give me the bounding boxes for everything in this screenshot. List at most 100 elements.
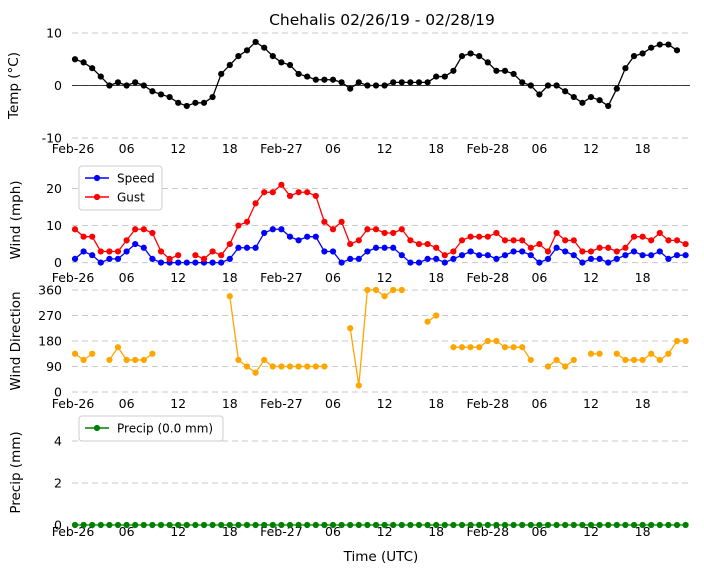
legend-swatch-marker	[93, 424, 101, 432]
data-point	[458, 237, 466, 244]
data-point	[157, 91, 165, 98]
data-point	[579, 248, 586, 255]
data-point	[312, 192, 319, 200]
data-point	[527, 82, 534, 89]
data-point	[587, 248, 595, 255]
data-point	[149, 88, 156, 95]
data-point	[519, 248, 526, 255]
x-tick-label: 06	[325, 270, 341, 285]
data-point	[304, 233, 311, 240]
data-point	[630, 356, 638, 364]
series-line	[349, 289, 402, 386]
data-point	[450, 248, 457, 255]
data-point	[648, 252, 655, 259]
data-point	[80, 248, 87, 255]
data-point	[493, 521, 500, 529]
data-point	[140, 226, 147, 233]
x-tick-label: 18	[222, 396, 238, 411]
data-point	[570, 237, 577, 244]
data-point	[123, 521, 130, 529]
x-tick-label: 12	[170, 396, 186, 411]
data-point	[347, 85, 354, 92]
data-point	[372, 521, 380, 529]
data-point	[390, 286, 397, 294]
series-line	[195, 183, 686, 260]
x-tick-label: 18	[222, 524, 238, 539]
data-point	[269, 53, 276, 60]
data-point	[433, 244, 440, 251]
data-point	[347, 255, 354, 262]
y-tick-label: 2	[54, 476, 62, 491]
data-point	[226, 240, 233, 248]
data-point	[355, 255, 362, 262]
data-point	[605, 521, 612, 529]
data-point	[415, 521, 423, 529]
x-tick-label: 12	[170, 270, 186, 285]
data-point	[493, 229, 500, 237]
data-point	[544, 255, 552, 262]
data-point	[166, 255, 173, 262]
data-point	[295, 521, 302, 529]
x-tick-label: 06	[325, 141, 341, 156]
data-point	[596, 255, 603, 262]
data-point	[261, 521, 268, 529]
data-point	[673, 337, 681, 345]
data-point	[587, 255, 595, 262]
data-point	[656, 248, 663, 255]
data-point	[579, 99, 586, 106]
data-point	[544, 248, 552, 255]
y-axis-label: Precip (mm)	[8, 431, 24, 513]
data-point	[338, 259, 345, 266]
data-point	[467, 344, 474, 351]
data-point	[510, 521, 517, 529]
series-gust	[71, 181, 689, 262]
y-tick-label: -10	[42, 131, 62, 146]
data-point	[149, 350, 156, 357]
wind-panel: 0 10 20 Feb-26 06 12 18 Feb-27 06 12 18 Feb-28 06 12 1…	[8, 165, 690, 285]
data-point	[329, 76, 337, 83]
y-axis-label: Wind Direction	[8, 291, 24, 390]
x-tick-label: 06	[531, 396, 547, 411]
x-tick-label: 18	[635, 141, 651, 156]
data-point	[321, 248, 328, 255]
data-point	[424, 255, 431, 262]
data-point	[235, 53, 242, 60]
data-point	[510, 248, 517, 255]
data-point	[467, 521, 474, 529]
data-point	[476, 53, 483, 60]
data-point	[484, 252, 491, 259]
data-point	[252, 521, 259, 529]
data-point	[398, 286, 405, 294]
data-point	[450, 255, 457, 262]
data-point	[553, 229, 560, 237]
data-point	[80, 233, 87, 240]
data-point	[467, 248, 474, 255]
data-point	[218, 521, 225, 529]
data-point	[149, 521, 156, 529]
data-point	[596, 244, 603, 251]
x-tick-label: 12	[583, 396, 599, 411]
data-point	[252, 38, 259, 46]
data-point	[149, 255, 156, 262]
x-tick-label: Feb-28	[467, 396, 510, 411]
data-point	[286, 192, 294, 200]
y-tick-label: 90	[46, 359, 62, 374]
data-point	[183, 521, 190, 529]
data-point	[639, 233, 646, 240]
data-point	[398, 521, 405, 529]
x-tick-label: 12	[377, 270, 393, 285]
data-point	[114, 255, 122, 262]
series-line	[74, 228, 686, 264]
data-point	[381, 293, 388, 300]
x-tick-label: Feb-26	[52, 270, 95, 285]
data-point	[553, 521, 560, 529]
x-tick-label: 18	[428, 270, 444, 285]
data-point	[226, 293, 233, 300]
data-point	[80, 59, 87, 66]
data-point	[235, 222, 242, 229]
data-point	[329, 248, 337, 255]
data-point	[80, 521, 87, 529]
data-point	[424, 318, 431, 325]
data-point	[278, 181, 285, 188]
